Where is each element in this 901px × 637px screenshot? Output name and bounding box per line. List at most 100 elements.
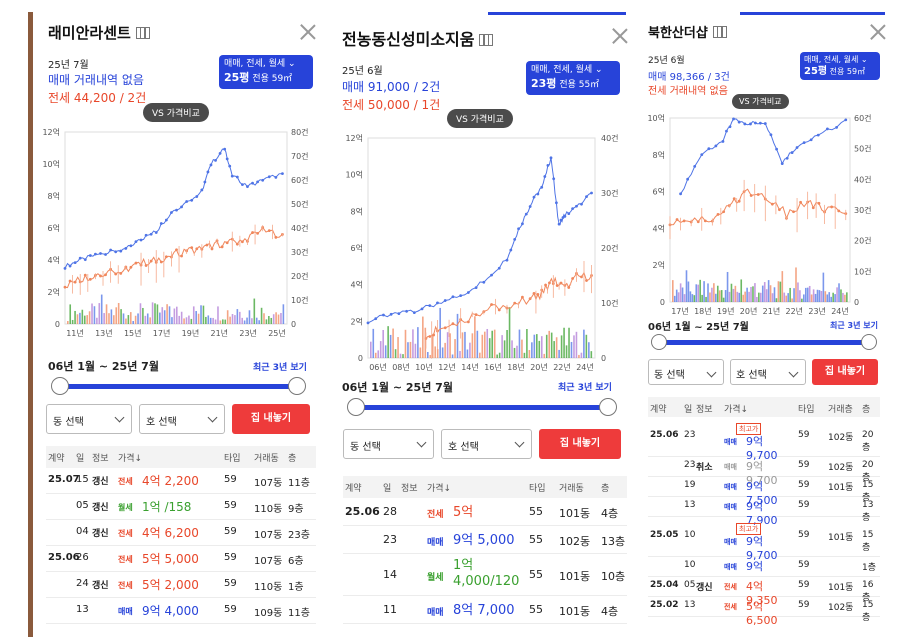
volume-bar bbox=[675, 289, 678, 302]
volume-bar bbox=[461, 332, 464, 358]
recent-3y-link[interactable]: 최근 3년 보기 bbox=[830, 321, 878, 330]
table-row[interactable]: 10 매매 9억 59 1층 bbox=[648, 557, 880, 577]
deal-type-cell: 전세 bbox=[724, 583, 737, 591]
map-icon[interactable] bbox=[479, 34, 494, 46]
table-row[interactable]: 25.04 05 갱신 전세 4억 9,350 59 101동 16층 bbox=[648, 577, 880, 607]
header-cell: 거래층 bbox=[828, 405, 853, 415]
volume-bar bbox=[231, 314, 234, 324]
table-row[interactable]: 23 취소 매매 9억 9,700 59 102동 20층 bbox=[648, 457, 880, 487]
price-point bbox=[281, 172, 284, 175]
table-row[interactable]: 25.06 28 전세 5억 55 101동 4층 bbox=[343, 498, 627, 526]
vs-compare-button[interactable]: VS 가격비교 bbox=[447, 109, 513, 128]
slider-start-handle[interactable] bbox=[651, 334, 667, 350]
price-point bbox=[490, 303, 493, 306]
close-icon[interactable] bbox=[300, 24, 316, 40]
list-house-button[interactable]: 집 내놓기 bbox=[812, 359, 878, 385]
dong-select[interactable]: 동 선택 bbox=[46, 404, 132, 434]
table-row[interactable]: 05 갱신 월세 1억 /158 59 110동 9층 bbox=[46, 494, 316, 520]
dong-select[interactable]: 동 선택 bbox=[343, 429, 434, 459]
table-row[interactable]: 04 갱신 전세 4억 6,200 59 107동 23층 bbox=[46, 520, 316, 546]
period-slider[interactable] bbox=[651, 334, 877, 350]
price-point bbox=[109, 248, 113, 252]
price-point bbox=[149, 259, 153, 263]
price-point bbox=[555, 284, 559, 287]
x-tick: 17년 bbox=[671, 306, 689, 316]
day-cell: 10 bbox=[684, 560, 696, 570]
ho-select[interactable]: 호 선택 bbox=[139, 404, 225, 434]
price-point bbox=[696, 220, 700, 224]
volume-bar bbox=[583, 329, 585, 358]
area-type-cell: 55 bbox=[529, 533, 543, 546]
slider-end-handle[interactable] bbox=[861, 334, 877, 350]
table-row[interactable]: 19 매매 9억 7,500 59 101동 15층 bbox=[648, 477, 880, 507]
map-icon[interactable] bbox=[135, 27, 150, 39]
deal-type-selector[interactable]: 매매, 전세, 월세 ⌄ 25평 전용 59㎡ bbox=[800, 52, 880, 80]
vs-compare-button[interactable]: VS 가격비교 bbox=[732, 94, 789, 109]
table-row[interactable]: 25.06 26 전세 5억 5,000 59 107동 6층 bbox=[46, 546, 316, 572]
price-point bbox=[443, 299, 447, 302]
volume-bar bbox=[540, 336, 543, 358]
header-cell[interactable]: 가격↓ bbox=[427, 484, 452, 494]
recent-3y-link[interactable]: 최근 3년 보기 bbox=[558, 383, 612, 393]
price-point bbox=[114, 250, 118, 254]
ho-select[interactable]: 호 선택 bbox=[441, 429, 532, 459]
area-type-cell: 59 bbox=[224, 552, 237, 563]
table-row[interactable]: 25.07 15 갱신 전세 4억 2,200 59 107동 11층 bbox=[46, 468, 316, 494]
price-point bbox=[770, 202, 774, 206]
price-point bbox=[580, 202, 583, 206]
slider-start-handle[interactable] bbox=[51, 377, 69, 395]
volume-bar bbox=[263, 313, 265, 324]
volume-bar bbox=[707, 283, 709, 302]
table-row[interactable]: 24 갱신 전세 5억 2,000 59 110동 1층 bbox=[46, 572, 316, 598]
table-row[interactable]: 14 월세 1억 4,000/120 55 101동 10층 bbox=[343, 554, 627, 596]
volume-bar bbox=[372, 328, 375, 358]
table-row[interactable]: 25.05 10 최고가 매매 9억 9,700 59 101동 15층 bbox=[648, 517, 880, 562]
price-point bbox=[228, 164, 232, 168]
price-point bbox=[675, 218, 679, 221]
vs-compare-button[interactable]: VS 가격비교 bbox=[143, 103, 209, 122]
map-icon[interactable] bbox=[712, 26, 727, 38]
period-slider[interactable] bbox=[51, 377, 306, 395]
volume-bar bbox=[93, 306, 96, 324]
recent-3y-link[interactable]: 최근 3년 보기 bbox=[253, 363, 307, 373]
volume-bar bbox=[795, 267, 797, 302]
slider-end-handle[interactable] bbox=[599, 398, 617, 416]
close-icon[interactable] bbox=[612, 28, 628, 44]
volume-bar bbox=[814, 293, 817, 302]
dong-cell: 110동 bbox=[254, 582, 283, 593]
volume-bar bbox=[79, 312, 81, 324]
price-point bbox=[707, 147, 711, 151]
table-row[interactable]: 13 매매 9억 7,900 59 13층 bbox=[648, 497, 880, 527]
price-point bbox=[149, 232, 153, 236]
x-tick: 18년 bbox=[694, 306, 712, 316]
close-icon[interactable] bbox=[870, 24, 886, 40]
deal-type-selector[interactable]: 매매, 전세, 월세 ⌄ 25평 전용 59㎡ bbox=[219, 55, 313, 89]
dong-select[interactable]: 동 선택 bbox=[648, 359, 724, 385]
period-slider[interactable] bbox=[347, 398, 617, 416]
table-row[interactable]: 13 매매 9억 4,000 59 109동 11층 bbox=[46, 598, 316, 624]
floor-cell: 13층 bbox=[601, 535, 626, 548]
table-row[interactable]: 23 매매 9억 5,000 55 102동 13층 bbox=[343, 526, 627, 554]
price-chart: 0 2억 4억 6억 8억 10억 12억 0 10건 20건 30건 40건 50건 60건 70건 80건… bbox=[42, 127, 308, 338]
table-row[interactable]: 25.02 13 전세 5억 6,500 59 102동 15층 bbox=[648, 597, 880, 627]
slider-end-handle[interactable] bbox=[288, 377, 306, 395]
header-cell[interactable]: 가격↓ bbox=[724, 405, 749, 415]
header-cell[interactable]: 가격↓ bbox=[118, 454, 143, 464]
slider-start-handle[interactable] bbox=[347, 398, 365, 416]
deal-type-selector[interactable]: 매매, 전세, 월세 ⌄ 23평 전용 55㎡ bbox=[526, 61, 620, 95]
volume-bar bbox=[404, 329, 407, 358]
volume-bar bbox=[441, 347, 444, 358]
list-house-button[interactable]: 집 내놓기 bbox=[232, 404, 310, 434]
period-label: 06년 1월 ~ 25년 7월 bbox=[48, 360, 159, 373]
table-row[interactable]: 25.06 23 최고가 매매 9억 9,700 59 102동 20층 bbox=[648, 417, 880, 462]
table-row[interactable]: 11 매매 8억 7,000 55 101동 4층 bbox=[343, 596, 627, 624]
list-house-button[interactable]: 집 내놓기 bbox=[539, 429, 621, 459]
price-point bbox=[546, 163, 550, 167]
ho-select[interactable]: 호 선택 bbox=[730, 359, 806, 385]
price-chart: 0 2억 4억 6억 8억 10억 0 10건 20건 30건 40건 50건 60건 17년 18년 19년… bbox=[647, 113, 871, 316]
area-type-cell: 59 bbox=[798, 560, 810, 570]
volume-bar bbox=[826, 294, 829, 302]
price-point bbox=[543, 175, 547, 178]
volume-bar bbox=[379, 341, 382, 358]
volume-bar bbox=[506, 330, 508, 358]
